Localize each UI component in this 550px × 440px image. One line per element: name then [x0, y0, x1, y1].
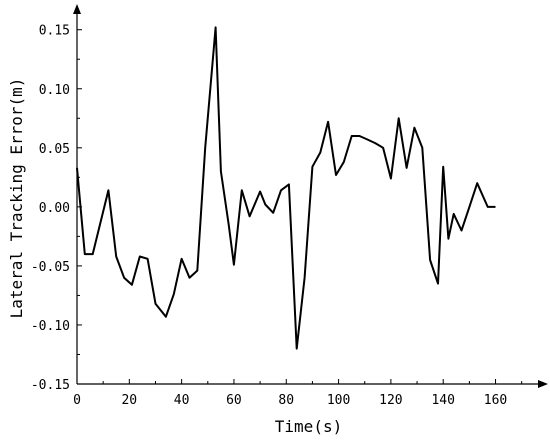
- plot-area: 0 20 40 60 80 100 120 140 160 -0.15 -0.10 -0.05 0.00…: [7, 4, 548, 436]
- x-tick-label: 140: [431, 393, 454, 408]
- y-tick-label: 0.15: [39, 24, 70, 39]
- y-tick-label: 0.10: [39, 83, 70, 98]
- y-tick-label: 0.05: [39, 142, 70, 157]
- x-axis-title: Time(s): [275, 417, 342, 436]
- series-line: [76, 26, 496, 350]
- y-tick-label: -0.05: [31, 260, 70, 275]
- y-axis-arrow: [73, 4, 81, 14]
- x-tick-label: 120: [379, 393, 402, 408]
- y-tick-label: -0.15: [31, 378, 70, 393]
- x-axis-arrow: [538, 380, 548, 388]
- x-tick-label: 100: [327, 393, 350, 408]
- x-tick-label: 80: [278, 393, 294, 408]
- x-tick-label: 40: [174, 393, 190, 408]
- x-tick-label: 60: [226, 393, 242, 408]
- y-tick-label: 0.00: [39, 201, 70, 216]
- x-tick-label: 20: [121, 393, 137, 408]
- x-tick-label: 160: [484, 393, 507, 408]
- y-axis-title: Lateral Tracking Error(m): [7, 78, 26, 319]
- y-tick-label: -0.10: [31, 319, 70, 334]
- x-tick-label: 0: [73, 393, 81, 408]
